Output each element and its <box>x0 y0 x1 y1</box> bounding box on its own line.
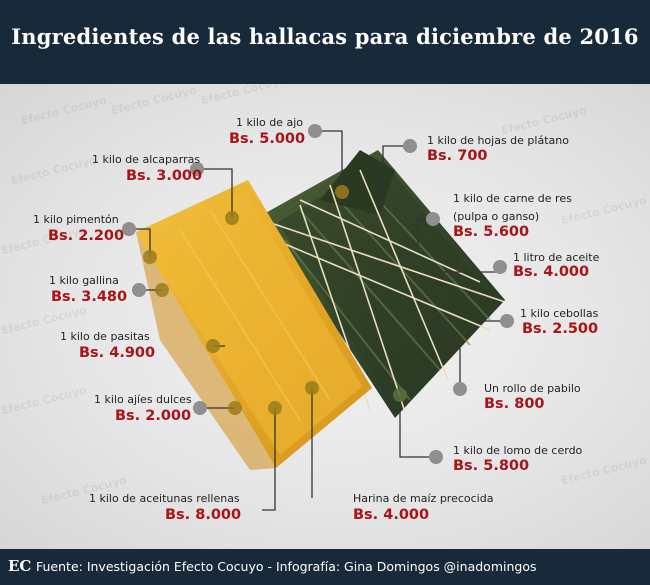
header-bar: Ingredientes de las hallacas para diciem… <box>0 0 650 84</box>
ingredient-name-pimenton: 1 kilo pimentón <box>33 213 119 226</box>
ingredient-price-ajo: Bs. 5.000 <box>229 131 306 147</box>
marker-dot <box>228 401 242 415</box>
ingredient-name-carne-res: 1 kilo de carne de res <box>453 192 572 205</box>
marker-dot <box>308 124 322 138</box>
footer-bar: EC Fuente: Investigación Efecto Cocuyo -… <box>0 549 650 585</box>
marker-dot <box>305 381 319 395</box>
ingredient-price-alcaparras: Bs. 3.000 <box>126 168 203 184</box>
marker-dot <box>403 139 417 153</box>
marker-dot <box>493 260 507 274</box>
footer-credits: Fuente: Investigación Efecto Cocuyo - In… <box>36 559 537 574</box>
marker-dot <box>429 450 443 464</box>
ingredient-price-harina: Bs. 4.000 <box>353 507 430 523</box>
ingredient-name-ajo: 1 kilo de ajo <box>236 116 303 129</box>
marker-dot <box>225 211 239 225</box>
marker-dot <box>143 250 157 264</box>
marker-dot <box>190 162 204 176</box>
ingredient-name-pabilo: Un rollo de pabilo <box>484 382 581 395</box>
ingredient-name-harina: Harina de maíz precocida <box>353 492 494 505</box>
marker-dot <box>453 382 467 396</box>
ingredient-name-hojas: 1 kilo de hojas de plátano <box>427 134 569 147</box>
marker-dot <box>155 283 169 297</box>
ingredient-name-pasitas: 1 kilo de pasitas <box>60 330 150 343</box>
marker-dot <box>122 222 136 236</box>
ingredient-price-hojas: Bs. 700 <box>427 148 488 164</box>
ingredient-name-gallina: 1 kilo gallina <box>49 274 119 287</box>
ingredient-name-aceitunas: 1 kilo de aceitunas rellenas <box>89 492 240 505</box>
marker-dot <box>193 401 207 415</box>
ingredient-price-pasitas: Bs. 4.900 <box>79 345 156 361</box>
marker-dot <box>132 283 146 297</box>
leaf-wrapped-hallaca <box>262 150 506 418</box>
ingredient-name-lomo: 1 kilo de lomo de cerdo <box>453 444 583 457</box>
ingredient-price-cebollas: Bs. 2.500 <box>522 321 599 337</box>
ingredient-price-lomo: Bs. 5.800 <box>453 458 530 474</box>
ingredient-price-gallina: Bs. 3.480 <box>51 289 128 305</box>
marker-dot <box>393 388 407 402</box>
ingredient-name-carne-res-detail: (pulpa o ganso) <box>453 210 540 223</box>
ingredient-price-carne-res: Bs. 5.600 <box>453 224 530 240</box>
ingredient-price-pimenton: Bs. 2.200 <box>48 228 125 244</box>
page-title: Ingredientes de las hallacas para diciem… <box>11 24 639 49</box>
marker-dot <box>500 314 514 328</box>
ingredient-name-aceite: 1 litro de aceite <box>513 251 600 264</box>
marker-dot <box>335 185 349 199</box>
ingredient-price-pabilo: Bs. 800 <box>484 396 545 412</box>
ingredient-name-alcaparras: 1 kilo de alcaparras <box>92 153 201 166</box>
ingredient-price-aceite: Bs. 4.000 <box>513 264 590 280</box>
marker-dot <box>426 212 440 226</box>
marker-dot <box>268 401 282 415</box>
ingredient-name-cebollas: 1 kilo cebollas <box>520 307 599 320</box>
ingredient-name-ajies: 1 kilo ajíes dulces <box>94 393 192 406</box>
ingredient-price-ajies: Bs. 2.000 <box>115 408 192 424</box>
marker-dots <box>122 124 514 464</box>
ingredient-price-aceitunas: Bs. 8.000 <box>165 507 242 523</box>
efecto-cocuyo-logo: EC <box>8 557 32 575</box>
marker-dot <box>206 339 220 353</box>
